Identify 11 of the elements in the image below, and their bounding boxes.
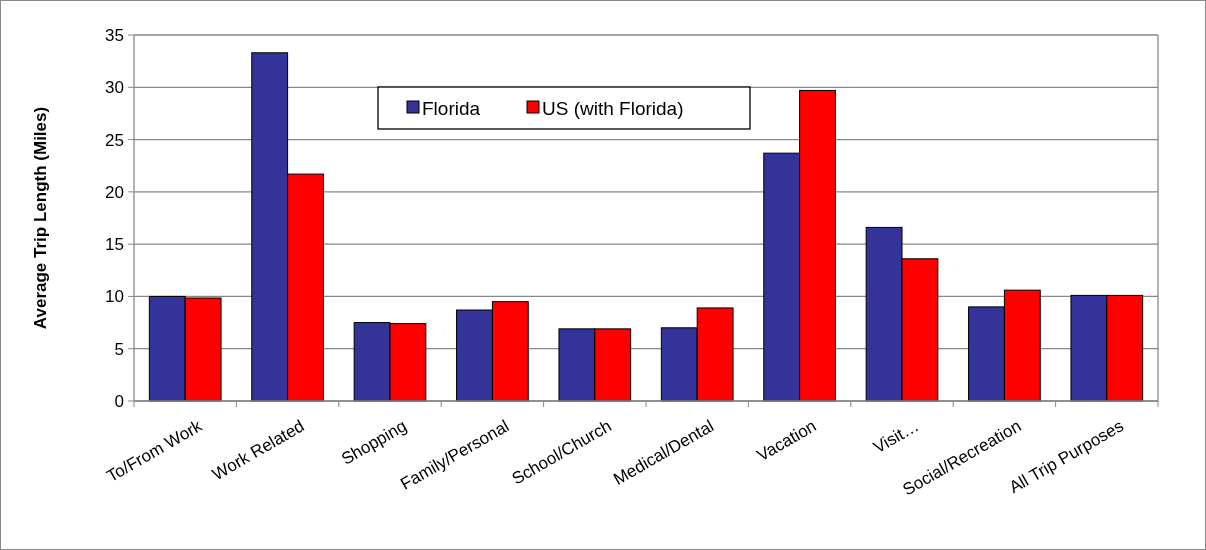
y-tick-label: 20: [105, 182, 124, 202]
y-axis-title: Average Trip Length (Miles): [31, 106, 50, 330]
y-tick-label: 25: [105, 130, 124, 150]
y-tick-label: 35: [105, 25, 124, 45]
y-tick-label: 15: [105, 235, 124, 255]
legend-label: US (with Florida): [542, 97, 684, 119]
legend-label: Florida: [422, 97, 481, 119]
y-tick-label: 10: [105, 287, 124, 307]
y-tick-label: 5: [114, 339, 124, 359]
y-tick-label: 0: [114, 391, 124, 411]
y-tick-label: 30: [105, 78, 124, 98]
